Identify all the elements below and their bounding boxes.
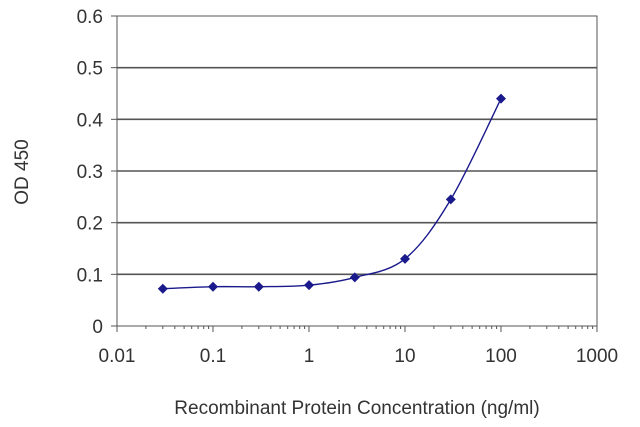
x-tick-label: 100: [485, 346, 517, 367]
data-point-marker: [445, 194, 456, 205]
x-axis-title: Recombinant Protein Concentration (ng/ml…: [174, 398, 539, 419]
grid-lines: [117, 66, 597, 276]
data-point-marker: [349, 272, 360, 283]
x-tick-label: 0.1: [200, 346, 226, 367]
y-axis-ticks: 0 0.1 0.2 0.3 0.4 0.5 0.6: [77, 7, 117, 338]
y-tick-label: 0.5: [77, 59, 103, 80]
y-tick-label: 0.1: [77, 265, 103, 286]
y-axis-title: OD 450: [12, 139, 33, 204]
x-tick-label: 0.01: [99, 346, 136, 367]
x-tick-label: 1000: [576, 346, 618, 367]
y-tick-label: 0: [92, 317, 103, 338]
data-point-marker: [496, 93, 506, 104]
x-axis-ticks: 0.01 0.1 1 10 100 1000: [99, 326, 618, 367]
y-tick-label: 0.2: [77, 214, 103, 235]
fitted-curve: [162, 98, 502, 290]
x-tick-label: 10: [394, 346, 415, 367]
data-point-marker: [157, 283, 168, 294]
x-tick-label: 1: [304, 346, 315, 367]
data-point-marker: [400, 253, 410, 264]
y-tick-label: 0.6: [77, 7, 103, 28]
data-point-marker: [253, 281, 264, 292]
y-tick-label: 0.4: [77, 110, 104, 131]
data-point-marker: [304, 280, 314, 291]
data-point-marker: [208, 281, 218, 292]
y-tick-label: 0.3: [77, 162, 103, 183]
data-points: [157, 93, 506, 294]
